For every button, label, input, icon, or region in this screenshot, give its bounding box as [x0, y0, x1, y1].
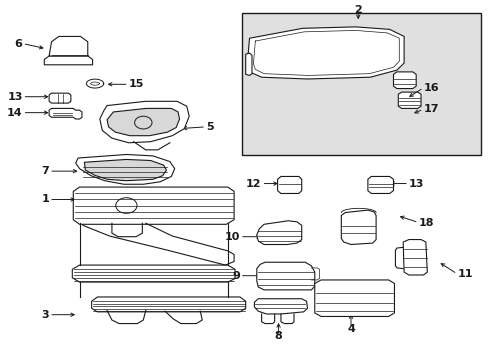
Polygon shape	[49, 108, 82, 119]
Polygon shape	[76, 154, 174, 184]
Polygon shape	[84, 159, 166, 181]
Polygon shape	[254, 299, 307, 314]
Text: 5: 5	[205, 122, 213, 132]
Text: 9: 9	[231, 271, 240, 281]
Polygon shape	[49, 36, 87, 56]
Polygon shape	[100, 101, 189, 143]
Text: 6: 6	[15, 39, 22, 49]
Polygon shape	[256, 262, 314, 290]
Text: 18: 18	[418, 217, 433, 228]
Text: 4: 4	[346, 324, 354, 334]
Text: 16: 16	[423, 83, 438, 93]
Text: 12: 12	[245, 179, 261, 189]
Polygon shape	[341, 210, 375, 244]
Text: 2: 2	[354, 5, 362, 15]
Polygon shape	[398, 92, 420, 108]
Text: 15: 15	[128, 79, 144, 89]
Text: 11: 11	[456, 269, 472, 279]
Polygon shape	[245, 53, 251, 76]
Polygon shape	[246, 27, 403, 79]
Polygon shape	[314, 280, 394, 316]
Text: 1: 1	[41, 194, 49, 204]
Polygon shape	[277, 176, 301, 193]
Polygon shape	[256, 221, 301, 244]
Text: 10: 10	[224, 232, 240, 242]
Text: 17: 17	[423, 104, 438, 114]
Polygon shape	[44, 56, 92, 65]
Text: 8: 8	[274, 331, 282, 341]
Polygon shape	[72, 265, 235, 282]
Text: 13: 13	[7, 92, 22, 102]
Text: 13: 13	[408, 179, 424, 189]
Polygon shape	[402, 239, 427, 275]
Text: 7: 7	[41, 166, 49, 176]
Polygon shape	[393, 72, 415, 89]
Polygon shape	[107, 108, 179, 136]
Polygon shape	[49, 93, 71, 103]
Polygon shape	[91, 297, 245, 312]
Bar	[242, 13, 480, 155]
Polygon shape	[367, 176, 393, 193]
Text: 3: 3	[41, 310, 49, 320]
Polygon shape	[73, 187, 234, 224]
Text: 14: 14	[7, 108, 22, 118]
